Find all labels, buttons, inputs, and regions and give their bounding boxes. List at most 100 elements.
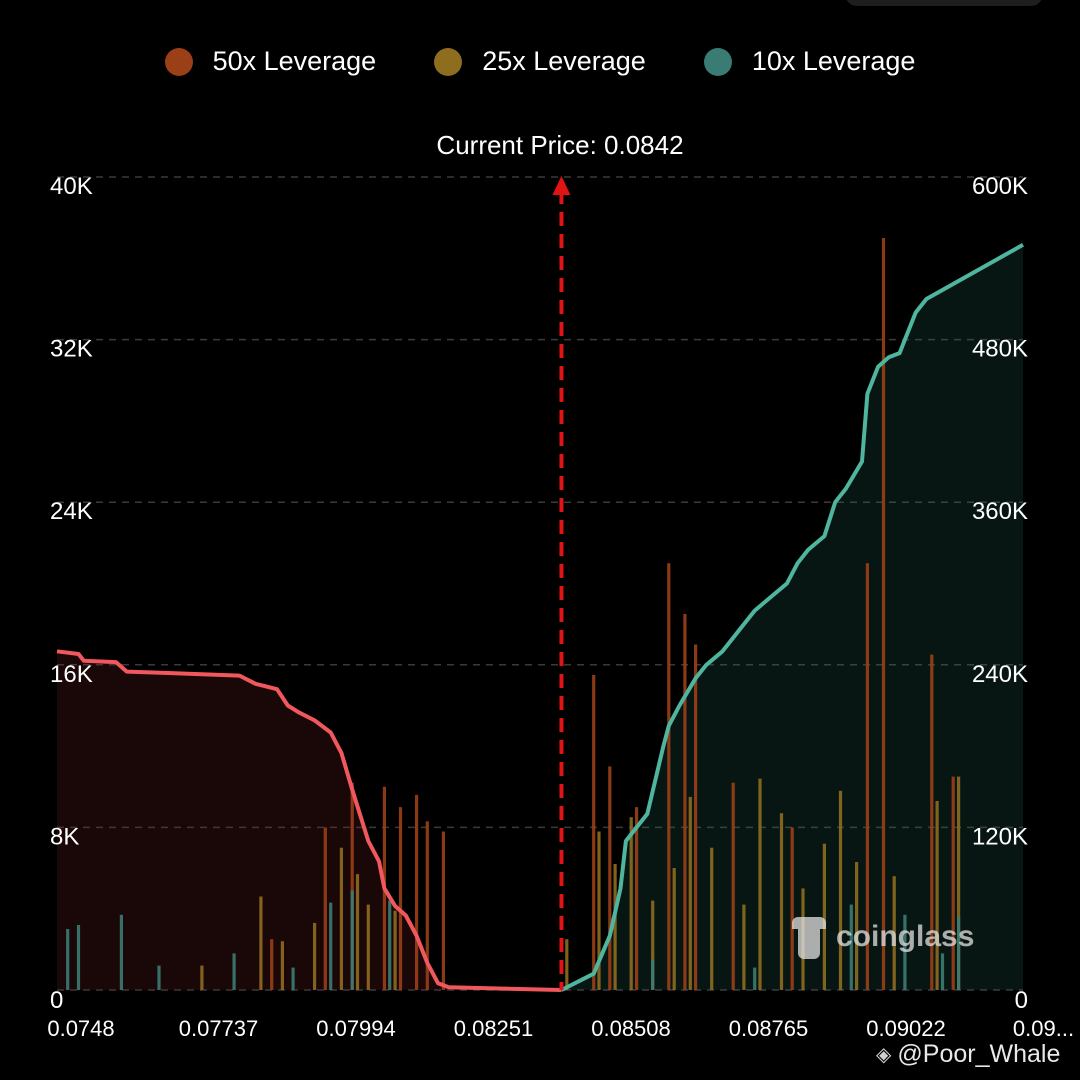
50x-bar (323, 827, 327, 990)
y-right-tick-label: 240K (972, 661, 1028, 688)
25x-bar (565, 939, 569, 990)
50x-bar (790, 827, 794, 990)
25x-bar (259, 896, 263, 990)
50x-bar (667, 563, 671, 990)
top-pill (845, 0, 1043, 6)
25x-bar (339, 847, 343, 990)
grid-layer (57, 176, 1023, 991)
10x-bar (350, 890, 354, 990)
line-layer (56, 176, 1024, 992)
25x-bar (355, 874, 360, 990)
25x-bar (200, 965, 204, 990)
50x-bar (350, 782, 354, 990)
current-price-arrow (552, 176, 571, 195)
50x-bar (951, 776, 955, 990)
y-left-tick-label: 24K (50, 498, 93, 525)
y-right-tick-label: 600K (972, 173, 1028, 200)
25x-bar (280, 941, 284, 990)
25x-bar (855, 862, 859, 990)
x-tick-label: 0.0748 (47, 1016, 114, 1041)
25x-bar (838, 790, 843, 990)
50x-bar (398, 807, 403, 990)
25x-bar (758, 778, 762, 990)
50x-bar (441, 831, 445, 990)
50x-bar (731, 782, 735, 990)
legend-item-50x[interactable]: 50x Leverage (164, 46, 377, 77)
legend-item-25x[interactable]: 25x Leverage (434, 46, 646, 77)
y-right-tick-label: 360K (972, 498, 1028, 525)
50x-bar (592, 675, 596, 990)
25x-bar (892, 876, 896, 990)
legend-label-25x: 25x Leverage (482, 46, 646, 76)
legend-swatch-50x (164, 47, 193, 76)
cumulative-long-liquidations-line (560, 243, 1024, 992)
legend-swatch-10x (703, 47, 732, 76)
coinglass-icon (792, 917, 826, 959)
10x-bar (388, 900, 392, 990)
cumulative-short-liquidations-area (57, 651, 562, 990)
25x-bar (779, 813, 784, 990)
25x-bar (742, 904, 746, 990)
25x-bar (688, 796, 692, 990)
10x-bar (291, 967, 295, 990)
50x-bar (694, 644, 698, 990)
50x-bar (881, 238, 886, 990)
cumulative-long-liquidations-area (561, 244, 1023, 991)
25x-bar (651, 900, 655, 990)
10x-bar (157, 965, 161, 990)
x-tick-label: 0.09... (1013, 1016, 1074, 1041)
10x-bar (849, 904, 853, 990)
50x-bar (608, 766, 612, 990)
legend-item-10x[interactable]: 10x Leverage (703, 46, 916, 77)
x-tick-label: 0.07994 (316, 1016, 396, 1041)
50x-bar (425, 821, 429, 990)
50x-bar (930, 654, 934, 990)
25x-bar (710, 847, 714, 990)
10x-bar (232, 953, 236, 990)
10x-bar (940, 953, 945, 990)
10x-bar (329, 902, 333, 990)
25x-bar (822, 843, 826, 990)
x-tick-label: 0.07737 (179, 1016, 259, 1041)
10x-bar (66, 929, 70, 990)
25x-bar (597, 831, 601, 990)
y-left-tick-label: 8K (50, 823, 79, 850)
25x-bar (629, 817, 633, 990)
10x-bar (753, 967, 757, 990)
x-tick-label: 0.08251 (454, 1016, 534, 1041)
25x-bar (613, 864, 617, 990)
50x-bar (415, 794, 419, 990)
25x-bar (957, 776, 961, 990)
legend-label-50x: 50x Leverage (212, 46, 377, 76)
y-left-tick-label: 16K (50, 661, 93, 688)
y-left-tick-label: 40K (50, 173, 93, 200)
10x-bar (903, 914, 907, 990)
25x-bar (393, 910, 397, 990)
chart-title: Current Price: 0.0842 (436, 130, 683, 160)
y-right-tick-label: 480K (972, 336, 1028, 363)
author-watermark: ◈ @Poor_Whale (876, 1040, 1060, 1069)
x-tick-label: 0.08765 (729, 1016, 809, 1041)
25x-bar (935, 801, 939, 990)
10x-bar (119, 914, 123, 990)
coinglass-logo: coinglass (790, 915, 974, 959)
coinglass-wordmark: coinglass (836, 920, 975, 953)
y-right-tick-label: 120K (972, 823, 1028, 850)
50x-bar (683, 614, 687, 990)
legend: 50x Leverage 25x Leverage 10x Leverage (0, 46, 1080, 77)
y-right-tick-label: 0 (1015, 987, 1028, 1014)
cumulative-short-liquidations-line (56, 649, 562, 992)
author-handle: @Poor_Whale (897, 1040, 1061, 1068)
50x-bar (865, 563, 869, 990)
legend-label-10x: 10x Leverage (751, 46, 916, 76)
25x-bar (366, 904, 370, 990)
50x-bar (635, 807, 639, 990)
diamond-icon: ◈ (876, 1044, 892, 1066)
y-left-tick-label: 0 (50, 987, 63, 1014)
area-layer (57, 244, 1023, 991)
25x-bar (313, 922, 317, 990)
y-left-tick-label: 32K (50, 336, 93, 363)
x-tick-label: 0.08508 (591, 1016, 671, 1041)
